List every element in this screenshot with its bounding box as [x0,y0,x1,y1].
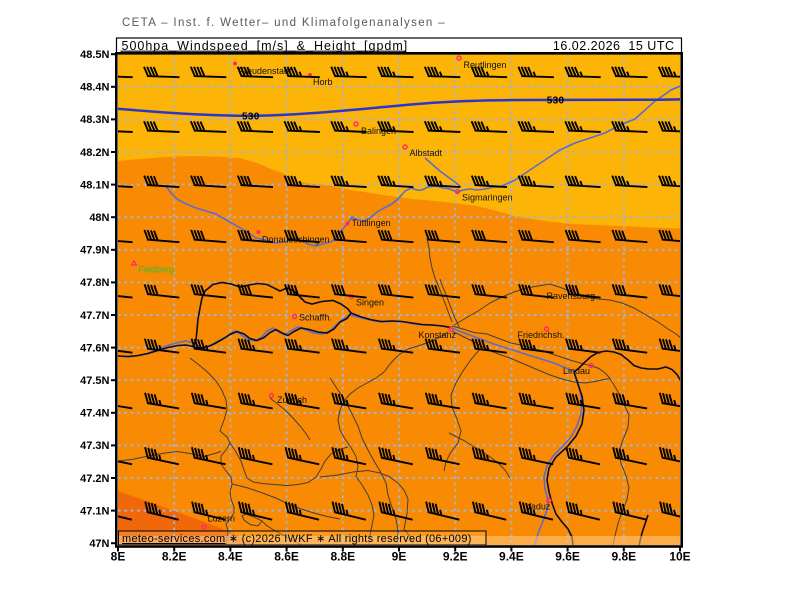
svg-text:Friedrichsh.: Friedrichsh. [518,330,565,340]
svg-text:Sigmaringen: Sigmaringen [462,193,513,203]
svg-text:Ravensburg: Ravensburg [547,291,596,301]
svg-text:Balingen: Balingen [361,126,396,136]
svg-text:47.3N: 47.3N [80,440,109,452]
svg-text:9.4E: 9.4E [499,550,524,564]
svg-text:Horb: Horb [313,77,333,87]
svg-text:48.1N: 48.1N [80,179,109,191]
svg-text:meteo-services.com ∗ (c)2026 I: meteo-services.com ∗ (c)2026 IWKF ∗ All … [122,533,472,545]
svg-text:Tuttlingen: Tuttlingen [352,218,391,228]
svg-text:47.5N: 47.5N [80,375,109,387]
svg-text:Zuerich: Zuerich [277,395,307,405]
svg-text:Feldberg: Feldberg [139,265,175,275]
svg-text:47N: 47N [89,538,109,550]
svg-text:8.4E: 8.4E [218,550,243,564]
svg-text:9E: 9E [392,550,407,564]
svg-text:48.3N: 48.3N [80,114,109,126]
svg-text:530: 530 [242,112,260,123]
svg-text:48.2N: 48.2N [80,147,109,159]
svg-text:47.2N: 47.2N [80,473,109,485]
svg-text:10E: 10E [669,550,690,564]
svg-text:8.8E: 8.8E [330,550,355,564]
svg-text:16.02.2026 15 UTC: 16.02.2026 15 UTC [553,39,675,53]
svg-text:Schaffh.: Schaffh. [299,313,332,323]
svg-text:Konstanz: Konstanz [419,330,457,340]
svg-text:CETA – Inst. f. Wetter– und Kl: CETA – Inst. f. Wetter– und Klimafolgena… [122,17,446,29]
svg-text:9.8E: 9.8E [611,550,636,564]
svg-text:8.2E: 8.2E [162,550,187,564]
svg-text:47.8N: 47.8N [80,277,109,289]
svg-text:Vaduz: Vaduz [526,502,551,512]
svg-text:48.4N: 48.4N [80,82,109,94]
svg-text:47.6N: 47.6N [80,342,109,354]
svg-text:48N: 48N [89,212,109,224]
svg-text:9.6E: 9.6E [555,550,580,564]
svg-text:8E: 8E [111,550,126,564]
svg-text:Albstadt: Albstadt [410,148,443,158]
svg-text:9.2E: 9.2E [443,550,468,564]
svg-text:500hpa_Windspeed_[m/s]_&_Heigh: 500hpa_Windspeed_[m/s]_&_Height_[gpdm] [122,39,409,53]
svg-text:Reutlingen: Reutlingen [464,60,507,70]
svg-text:Singen: Singen [356,298,384,308]
svg-text:8.6E: 8.6E [274,550,299,564]
svg-text:48.5N: 48.5N [80,49,109,61]
svg-text:Lindau: Lindau [563,366,590,376]
svg-text:47.7N: 47.7N [80,310,109,322]
svg-text:47.9N: 47.9N [80,245,109,257]
svg-text:530: 530 [547,96,565,107]
svg-text:47.4N: 47.4N [80,408,109,420]
svg-text:47.1N: 47.1N [80,505,109,517]
svg-text:Freudenstadt: Freudenstadt [239,66,293,76]
